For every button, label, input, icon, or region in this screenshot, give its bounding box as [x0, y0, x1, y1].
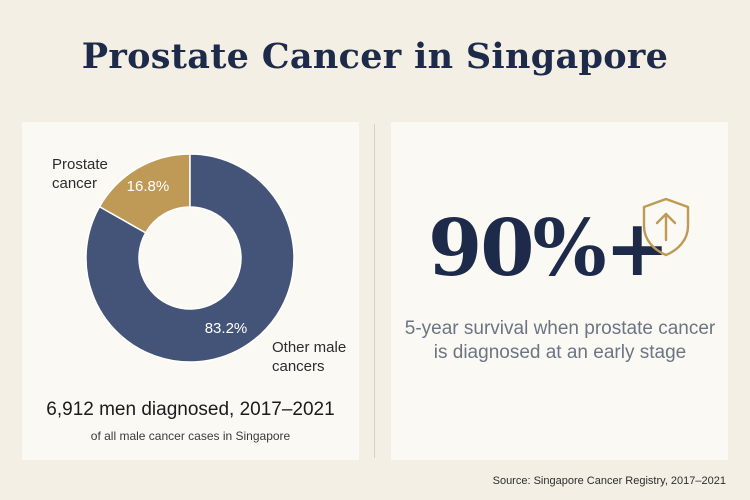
survival-rate: 90%+: [428, 203, 670, 294]
diagnosed-count: 6,912 men diagnosed, 2017–2021: [46, 399, 335, 420]
survival-description: 5-year survival when prostate cancer is …: [404, 318, 716, 363]
slice-label-prostate: 16.8%: [127, 178, 170, 195]
legend-label-prostate: Prostate cancer: [52, 156, 108, 192]
diagnosed-subtitle: of all male cancer cases in Singapore: [90, 429, 291, 443]
source-note: Source: Singapore Cancer Registry, 2017–…: [492, 475, 726, 487]
slice-other: [85, 153, 295, 363]
survival-panel: [391, 122, 728, 460]
slice-label-other: 83.2%: [205, 320, 248, 337]
shield-arrow-up-icon: [642, 197, 690, 257]
page-title: Prostate Cancer in Singapore: [81, 36, 669, 77]
panel-divider: [374, 124, 375, 458]
legend-label-other: Other male cancers: [272, 339, 347, 375]
